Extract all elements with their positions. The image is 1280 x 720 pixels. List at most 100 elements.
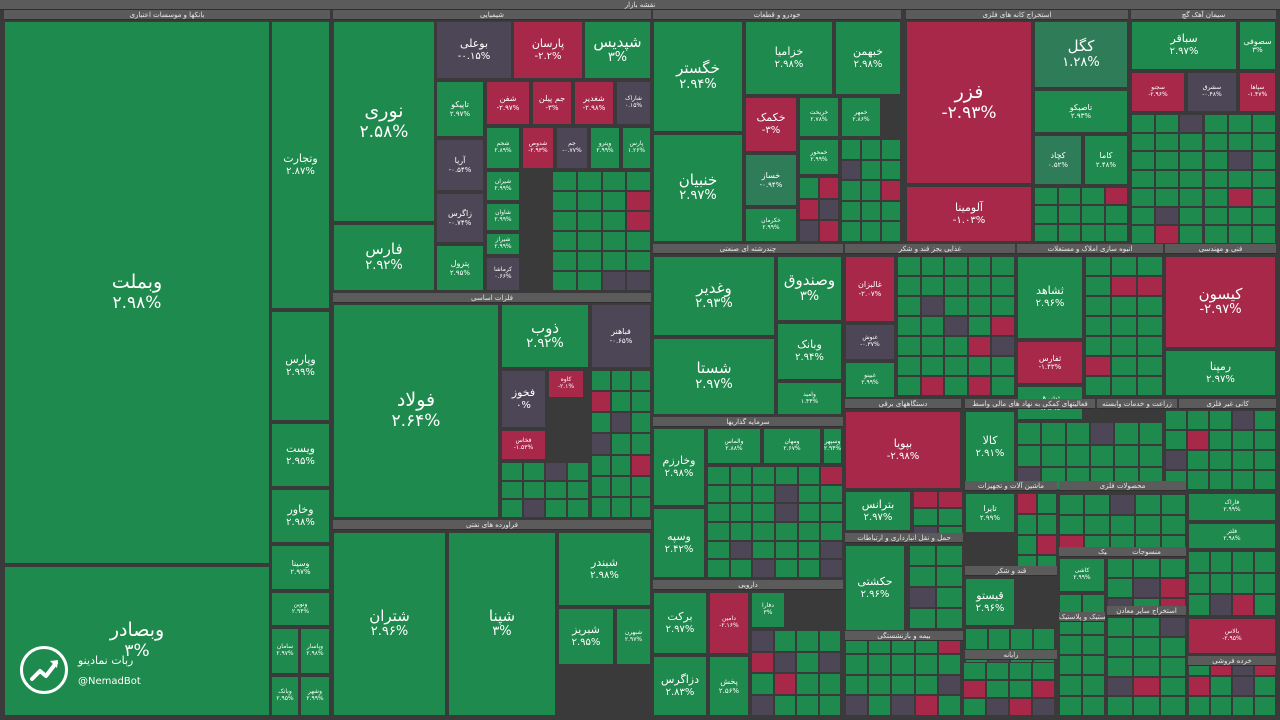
minor-stock-tile[interactable] [1159,676,1186,697]
minor-stock-tile[interactable] [797,540,821,560]
minor-stock-tile[interactable] [986,680,1009,698]
stock-tile[interactable]: خگستر ۲.۹۴% [653,21,743,132]
minor-stock-tile[interactable] [897,276,921,296]
minor-stock-tile[interactable] [611,370,631,392]
minor-stock-tile[interactable] [796,630,819,652]
minor-stock-tile[interactable] [1254,676,1276,696]
minor-stock-tile[interactable] [818,673,841,695]
minor-stock-tile[interactable] [1210,551,1232,573]
minor-stock-tile[interactable] [920,336,945,356]
stock-tile[interactable]: تاپیکو ۲.۹۷% [436,81,484,137]
minor-stock-tile[interactable] [920,256,945,276]
minor-stock-tile[interactable] [967,376,992,396]
minor-stock-tile[interactable] [991,256,1015,276]
stock-tile[interactable]: آلومینا -۱.۰۳% [906,186,1032,242]
stock-tile[interactable]: شپنا ۳% [448,532,556,716]
minor-stock-tile[interactable] [601,271,627,291]
stock-tile[interactable]: قیستو ۲.۹۶% [965,578,1015,626]
minor-stock-tile[interactable] [567,499,589,518]
stock-tile[interactable]: فباهنر -۰.۶۵% [591,304,651,368]
minor-stock-tile[interactable] [611,433,631,455]
stock-tile[interactable]: بالاس -۲.۹۵% [1188,618,1276,654]
minor-stock-tile[interactable] [797,484,821,504]
minor-stock-tile[interactable] [773,630,796,652]
stock-tile[interactable]: خساز -۰.۹۴% [745,154,797,206]
minor-stock-tile[interactable] [552,251,577,271]
minor-stock-tile[interactable] [1227,188,1252,207]
stock-tile[interactable]: خبهمن ۲.۹۸% [835,21,901,95]
minor-stock-tile[interactable] [1111,296,1137,316]
minor-stock-tile[interactable] [868,695,892,716]
stock-tile[interactable]: فارس ۲.۹۲% [333,224,435,291]
stock-tile[interactable]: نوری ۲.۵۸% [333,21,435,222]
minor-stock-tile[interactable] [626,191,651,211]
minor-stock-tile[interactable] [914,674,938,696]
minor-stock-tile[interactable] [1227,132,1252,152]
minor-stock-tile[interactable] [752,559,775,578]
minor-stock-tile[interactable] [1137,336,1163,356]
minor-stock-tile[interactable] [1188,572,1210,595]
minor-stock-tile[interactable] [1037,534,1057,556]
minor-stock-tile[interactable] [1111,376,1137,396]
stock-tile[interactable]: ونوین ۲.۹۴% [271,592,330,626]
stock-tile[interactable]: شتران ۲.۹۶% [333,532,446,716]
minor-stock-tile[interactable] [1187,410,1210,430]
minor-stock-tile[interactable] [963,698,986,716]
stock-tile[interactable]: شفن -۲.۹۷% [486,81,530,125]
minor-stock-tile[interactable] [1203,151,1228,170]
minor-stock-tile[interactable] [1017,534,1037,556]
minor-stock-tile[interactable] [707,503,730,522]
minor-stock-tile[interactable] [707,484,730,504]
minor-stock-tile[interactable] [1034,205,1058,224]
minor-stock-tile[interactable] [868,674,892,696]
minor-stock-tile[interactable] [967,336,992,356]
minor-stock-tile[interactable] [819,177,839,199]
stock-tile[interactable]: خزامیا ۲.۹۸% [745,21,833,95]
minor-stock-tile[interactable] [591,370,611,392]
minor-stock-tile[interactable] [1010,628,1033,650]
stock-tile[interactable]: شیران ۲.۹۹% [486,171,520,201]
stock-tile[interactable]: شدوص -۲.۹۳% [522,127,554,169]
minor-stock-tile[interactable] [626,251,651,271]
minor-stock-tile[interactable] [1160,494,1186,515]
minor-stock-tile[interactable] [1109,514,1136,536]
stock-tile[interactable]: برکت ۲.۹۷% [653,592,707,654]
minor-stock-tile[interactable] [1082,634,1105,655]
stock-tile[interactable]: غنوش -۰.۳۷% [845,324,895,360]
minor-stock-tile[interactable] [1081,187,1105,206]
minor-stock-tile[interactable] [1090,444,1115,468]
minor-stock-tile[interactable] [944,336,968,356]
minor-stock-tile[interactable] [773,651,796,673]
minor-stock-tile[interactable] [576,171,602,191]
minor-stock-tile[interactable] [967,256,992,276]
stock-tile[interactable]: غبینو ۲.۹۹% [845,362,895,398]
stock-tile[interactable]: وامید ۱.۴۴% [777,382,842,415]
minor-stock-tile[interactable] [991,316,1015,336]
minor-stock-tile[interactable] [775,559,798,578]
minor-stock-tile[interactable] [626,271,651,291]
minor-stock-tile[interactable] [552,231,577,251]
minor-stock-tile[interactable] [967,316,992,336]
stock-tile[interactable]: وسپهر ۲.۹۴% [823,428,842,464]
minor-stock-tile[interactable] [944,316,968,336]
minor-stock-tile[interactable] [820,559,843,578]
minor-stock-tile[interactable] [944,276,968,296]
minor-stock-tile[interactable] [773,673,796,695]
minor-stock-tile[interactable] [1231,470,1254,490]
minor-stock-tile[interactable] [963,680,986,698]
minor-stock-tile[interactable] [881,221,901,242]
minor-stock-tile[interactable] [965,628,988,650]
minor-stock-tile[interactable] [1104,223,1128,242]
minor-stock-tile[interactable] [729,522,753,541]
minor-stock-tile[interactable] [819,220,839,242]
minor-stock-tile[interactable] [986,698,1009,716]
minor-stock-tile[interactable] [1111,356,1137,376]
minor-stock-tile[interactable] [796,673,819,695]
minor-stock-tile[interactable] [1131,151,1156,170]
stock-tile[interactable]: دفارا ۳% [751,592,785,628]
minor-stock-tile[interactable] [1133,696,1160,716]
minor-stock-tile[interactable] [936,608,963,629]
minor-stock-tile[interactable] [944,376,968,396]
stock-tile[interactable]: فولاد ۲.۶۴% [333,304,499,518]
minor-stock-tile[interactable] [1107,637,1134,657]
